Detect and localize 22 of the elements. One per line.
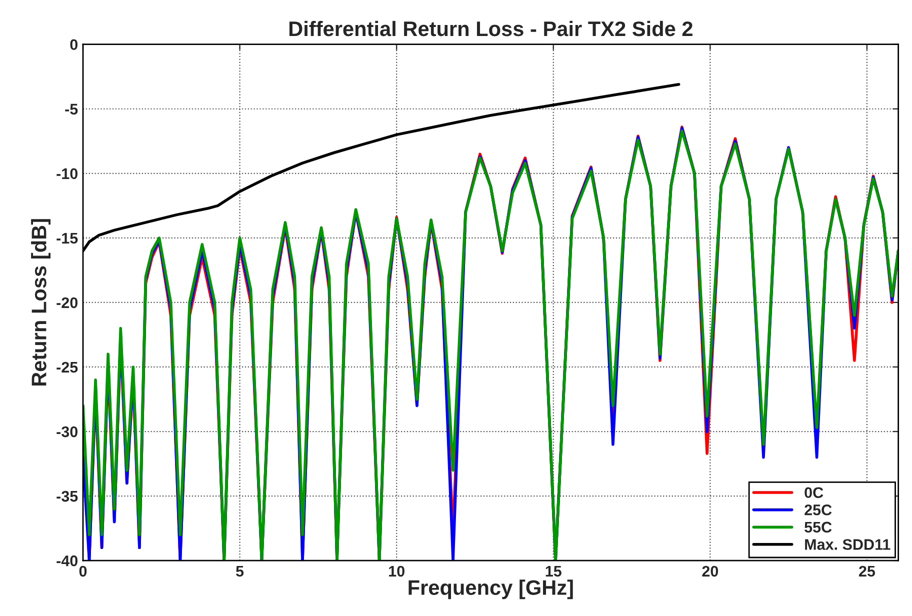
y-tick-label: -35 bbox=[56, 490, 78, 502]
legend-label: 0C bbox=[804, 487, 824, 498]
y-axis-title: Return Loss [dB] bbox=[31, 219, 50, 386]
x-tick-label: 10 bbox=[389, 566, 404, 577]
x-tick-label: 25 bbox=[858, 566, 876, 577]
y-tick-label: 0 bbox=[70, 39, 78, 50]
legend-label: 25C bbox=[804, 504, 832, 516]
y-tick-label: -25 bbox=[56, 362, 78, 373]
x-tick-label: 0 bbox=[79, 566, 87, 577]
x-tick-label: 15 bbox=[546, 566, 562, 577]
y-tick-label: -10 bbox=[56, 168, 78, 180]
y-tick-label: -5 bbox=[65, 104, 78, 115]
legend-label: Max. SDD11 bbox=[805, 539, 890, 550]
y-tick-label: -20 bbox=[56, 297, 78, 308]
x-axis-title: Frequency [GHz] bbox=[408, 580, 573, 600]
x-tick-label: 20 bbox=[702, 566, 718, 577]
y-tick-label: -40 bbox=[56, 555, 78, 566]
chart-title: Differential Return Loss - Pair TX2 Side 2 bbox=[289, 20, 692, 36]
y-tick-label: -15 bbox=[56, 232, 78, 244]
x-tick-label: 5 bbox=[236, 566, 244, 577]
legend-label: 55C bbox=[804, 522, 832, 533]
y-tick-label: -30 bbox=[56, 426, 78, 438]
